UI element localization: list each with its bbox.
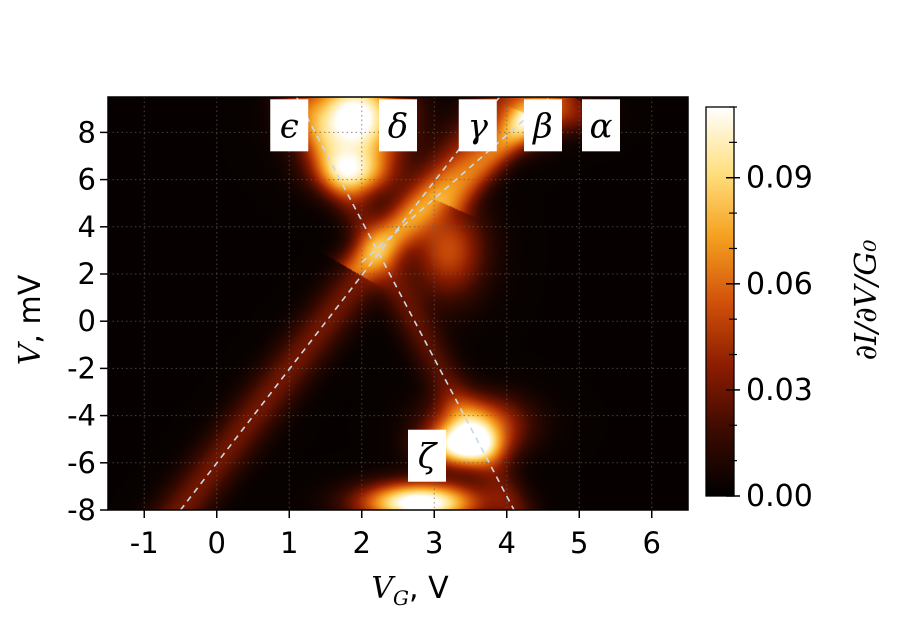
y-axis: -8 -6 -4 -2 0 2 4 6 8	[67, 115, 108, 527]
x-tick-label: 3	[425, 526, 443, 560]
x-axis-title: VG, V	[371, 571, 449, 610]
annotation-box	[458, 99, 497, 152]
annotation-box	[379, 99, 417, 152]
annotation-label: γ	[458, 99, 497, 152]
annotation-text: ϵ	[280, 106, 299, 146]
heatmap-plot	[107, 96, 689, 511]
annotation-text: α	[590, 106, 613, 146]
y-tick-label: 2	[78, 257, 96, 291]
y-tick-label: 6	[78, 163, 96, 197]
guide-line-gamma	[361, 96, 551, 263]
colorbar-tick-label: 0.00	[746, 479, 813, 514]
y-tick-label: -8	[67, 493, 96, 527]
annotation-text: δ	[388, 106, 408, 146]
x-tick-label: 2	[353, 526, 371, 560]
annotation-label: β	[524, 99, 562, 152]
y-tick-label: -2	[67, 351, 96, 385]
x-axis: -1 0 1 2 3 4 5 6	[130, 510, 661, 560]
colorbar-ticks: 0.00 0.03 0.06 0.09	[726, 106, 813, 514]
annotation-text: ζ	[418, 437, 439, 477]
annotation-label: ζ	[408, 429, 446, 482]
annotation-label: ϵ	[270, 99, 309, 152]
annotations: ϵ δ γ β α ζ	[270, 99, 620, 482]
y-axis-title: V, mV	[13, 274, 48, 365]
y-tick-label: -4	[67, 399, 96, 433]
guide-line-epsilon-zeta	[295, 96, 515, 511]
annotation-box	[408, 429, 446, 482]
colorbar: 0.00 0.03 0.06 0.09 ∂I/∂V/G₀	[705, 106, 884, 514]
plot-frame	[107, 96, 689, 511]
annotation-label: δ	[379, 99, 417, 152]
guide-lines	[179, 96, 551, 511]
y-tick-label: 0	[78, 304, 96, 338]
colorbar-tick-label: 0.06	[746, 267, 813, 302]
grid-lines	[108, 97, 688, 511]
annotation-label: α	[582, 99, 620, 152]
annotation-box	[582, 99, 620, 152]
y-tick-label: 8	[78, 115, 96, 149]
x-tick-label: 0	[208, 526, 226, 560]
x-tick-label: -1	[130, 526, 159, 560]
annotation-box	[270, 99, 309, 152]
annotation-text: γ	[468, 106, 489, 146]
guide-line-delta	[179, 96, 501, 511]
colorbar-tick-label: 0.03	[746, 373, 813, 408]
x-tick-label: 4	[498, 526, 516, 560]
annotation-text: β	[531, 106, 553, 146]
colorbar-tick-label: 0.09	[746, 161, 813, 196]
annotation-box	[524, 99, 562, 152]
x-tick-label: 1	[280, 526, 298, 560]
x-tick-label: 5	[570, 526, 588, 560]
x-tick-label: 6	[643, 526, 661, 560]
colorbar-scale	[705, 106, 735, 497]
colorbar-title: ∂I/∂V/G₀	[849, 240, 884, 361]
heatmap-canvas	[108, 97, 688, 510]
y-tick-label: -6	[67, 446, 96, 480]
y-tick-label: 4	[78, 210, 96, 244]
